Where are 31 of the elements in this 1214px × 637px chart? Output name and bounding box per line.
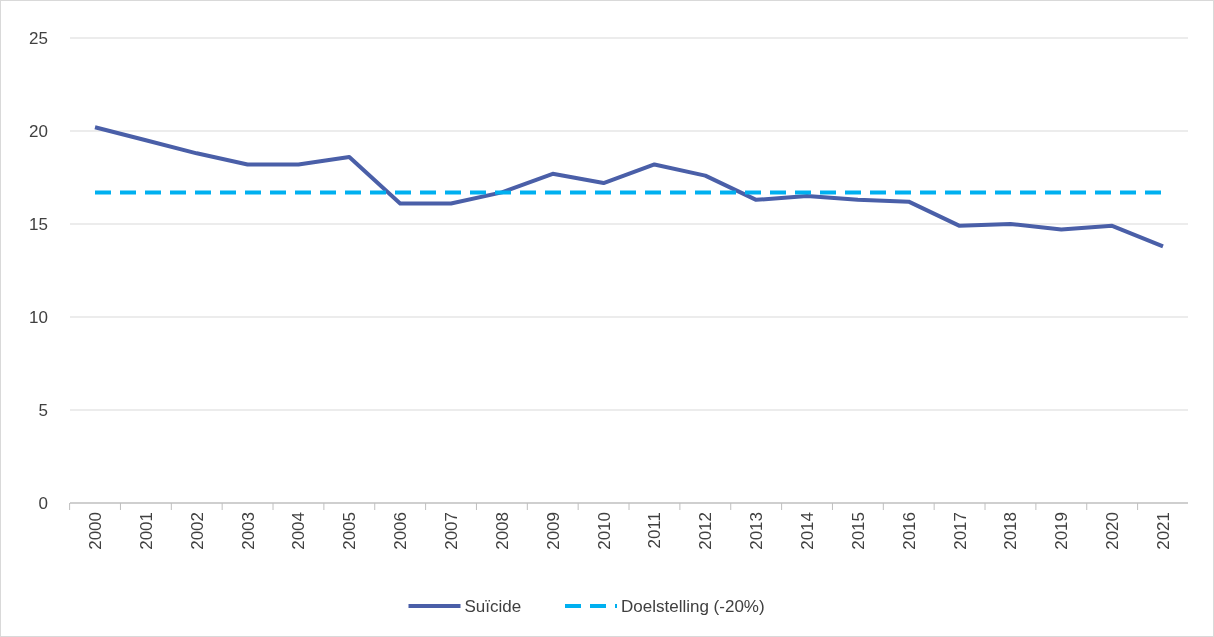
x-tick-label: 2018 (1001, 512, 1021, 550)
x-tick-label: 2019 (1052, 512, 1072, 550)
x-tick-label: 2015 (848, 512, 868, 550)
x-tick-label: 2021 (1154, 512, 1173, 550)
x-tick-label: 2006 (391, 512, 411, 550)
x-tick-label: 2002 (187, 512, 207, 550)
x-tick-label: 2001 (136, 512, 156, 550)
y-tick-label: 25 (29, 28, 48, 48)
x-tick-label: 2017 (950, 512, 970, 550)
x-tick-label: 2011 (645, 512, 665, 549)
line-series (93, 125, 1165, 249)
x-tick-label: 2013 (747, 512, 767, 550)
x-tick-label: 2020 (1103, 512, 1123, 550)
x-tick-label: 2009 (543, 512, 563, 550)
x-tick-label: 2005 (340, 512, 360, 550)
y-tick-label: 5 (38, 400, 48, 420)
legend-label: Suïcide (464, 596, 522, 616)
x-tick-label: 2014 (798, 512, 817, 550)
x-tick-label: 2004 (289, 512, 309, 550)
x-tick-label: 2000 (86, 512, 105, 550)
x-tick-label: 2008 (492, 512, 512, 550)
x-tick-label: 2003 (238, 512, 258, 550)
legend-label: Doelstelling (-20%) (621, 596, 765, 616)
x-tick-label: 2012 (696, 512, 716, 550)
y-tick-label: 20 (29, 121, 48, 141)
x-tick-label: 2007 (442, 512, 461, 550)
x-tick-label: 2010 (594, 512, 614, 550)
x-tick-label: 2016 (899, 512, 919, 550)
y-tick-label: 15 (29, 214, 48, 234)
y-tick-label: 0 (38, 493, 48, 513)
y-tick-label: 10 (29, 307, 48, 327)
